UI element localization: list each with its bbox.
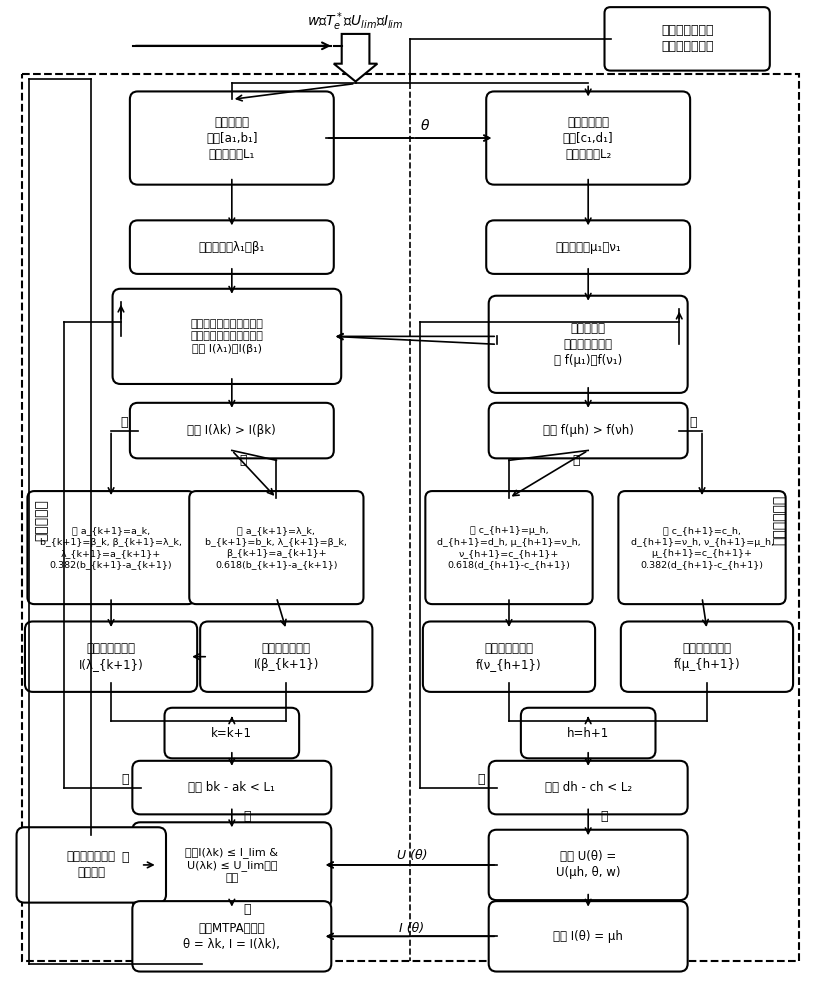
Text: h=h+1: h=h+1 [567, 727, 609, 740]
FancyBboxPatch shape [488, 901, 688, 972]
Text: 电流角初值
区间[a₁,b₁]
及精度要求L₁: 电流角初值 区间[a₁,b₁] 及精度要求L₁ [206, 116, 258, 161]
FancyBboxPatch shape [488, 830, 688, 900]
Text: 令 c_{h+1}=c_h,
d_{h+1}=ν_h, ν_{h+1}=μ_h,
μ_{h+1}=c_{h+1}+
0.382(d_{h+1}-c_{h+1}): 令 c_{h+1}=c_h, d_{h+1}=ν_h, ν_{h+1}=μ_h,… [631, 526, 773, 569]
FancyBboxPatch shape [132, 761, 332, 814]
FancyBboxPatch shape [112, 289, 342, 384]
FancyBboxPatch shape [604, 7, 770, 71]
FancyBboxPatch shape [621, 621, 793, 692]
Text: 否: 否 [122, 851, 129, 864]
Text: 输出MTPA轨迹：
θ = λk, I = I(λk),: 输出MTPA轨迹： θ = λk, I = I(λk), [183, 922, 280, 951]
Text: 判断 bk - ak < L₁: 判断 bk - ak < L₁ [188, 781, 275, 794]
Text: 否: 否 [121, 416, 128, 429]
Text: 电机非线性负载
交直轴磁链模型: 电机非线性负载 交直轴磁链模型 [661, 24, 713, 53]
FancyBboxPatch shape [200, 621, 373, 692]
FancyBboxPatch shape [25, 621, 197, 692]
Text: 计算试探点μ₁、ν₁: 计算试探点μ₁、ν₁ [555, 241, 621, 254]
Text: $w$、$T_e^*$、$U_{lim}$、$I_{lim}$: $w$、$T_e^*$、$U_{lim}$、$I_{lim}$ [307, 11, 404, 33]
Text: 是: 是 [240, 454, 247, 467]
Text: 判断 dh - ch < L₂: 判断 dh - ch < L₂ [544, 781, 631, 794]
Text: 计算目标函数值
I(λ_{k+1}): 计算目标函数值 I(λ_{k+1}) [79, 642, 144, 671]
Text: 令 c_{h+1}=μ_h,
d_{h+1}=d_h, μ_{h+1}=ν_h,
ν_{h+1}=c_{h+1}+
0.618(d_{h+1}-c_{h+1}): 令 c_{h+1}=μ_h, d_{h+1}=d_h, μ_{h+1}=ν_h,… [437, 526, 580, 569]
Text: 嵌套电流幅值迭代循环，
计算试探点对应的目标函
数值 I(λ₁)、I(β₁): 嵌套电流幅值迭代循环， 计算试探点对应的目标函 数值 I(λ₁)、I(β₁) [190, 319, 264, 354]
FancyBboxPatch shape [488, 761, 688, 814]
Text: 重新输入转矩、
转速指令: 重新输入转矩、 转速指令 [67, 850, 116, 879]
Text: 是: 是 [244, 903, 251, 916]
Text: k=k+1: k=k+1 [211, 727, 252, 740]
FancyBboxPatch shape [16, 827, 166, 903]
FancyBboxPatch shape [130, 91, 334, 185]
Text: 判断 I(λk) > I(βk): 判断 I(λk) > I(βk) [187, 424, 276, 437]
FancyBboxPatch shape [132, 901, 332, 972]
Text: I (θ): I (θ) [400, 922, 424, 935]
Text: 电流幅值初值
区间[c₁,d₁]
及精度要求L₂: 电流幅值初值 区间[c₁,d₁] 及精度要求L₂ [563, 116, 613, 161]
FancyBboxPatch shape [130, 220, 334, 274]
FancyBboxPatch shape [132, 822, 332, 908]
Text: 是: 是 [600, 810, 608, 823]
FancyBboxPatch shape [488, 403, 688, 458]
FancyBboxPatch shape [486, 220, 690, 274]
Text: 判断 f(μh) > f(νh): 判断 f(μh) > f(νh) [543, 424, 634, 437]
Text: 是: 是 [244, 810, 251, 823]
Text: 计算试探点λ₁、β₁: 计算试探点λ₁、β₁ [199, 241, 265, 254]
Text: U (θ): U (θ) [397, 849, 427, 862]
FancyBboxPatch shape [618, 491, 786, 604]
Text: 计算目标函数值
f(ν_{h+1}): 计算目标函数值 f(ν_{h+1}) [476, 642, 542, 671]
Text: 令 a_{k+1}=a_k,
b_{k+1}=β_k, β_{k+1}=λ_k,
λ_{k+1}=a_{k+1}+
0.382(b_{k+1}-a_{k+1}): 令 a_{k+1}=a_k, b_{k+1}=β_k, β_{k+1}=λ_k,… [40, 526, 182, 569]
Text: 计算 U(θ) =
U(μh, θ, w): 计算 U(θ) = U(μh, θ, w) [556, 850, 621, 879]
Text: 否: 否 [122, 773, 129, 786]
FancyBboxPatch shape [423, 621, 595, 692]
Text: 否: 否 [689, 416, 697, 429]
FancyBboxPatch shape [488, 296, 688, 393]
Polygon shape [334, 34, 378, 82]
Text: 判断I(λk) ≤ I_lim &
U(λk) ≤ U_lim是否
成立: 判断I(λk) ≤ I_lim & U(λk) ≤ U_lim是否 成立 [186, 847, 278, 883]
FancyBboxPatch shape [486, 91, 690, 185]
Text: 输出 I(θ) = μh: 输出 I(θ) = μh [553, 930, 623, 943]
Text: 电流幅值迭代: 电流幅值迭代 [773, 495, 787, 545]
FancyBboxPatch shape [27, 491, 195, 604]
FancyBboxPatch shape [164, 708, 299, 758]
Text: 电流角迭代: 电流角迭代 [34, 499, 48, 541]
FancyBboxPatch shape [190, 491, 364, 604]
FancyBboxPatch shape [521, 708, 655, 758]
Text: 计算试探点
对应的目标函数
值 f(μ₁)、f(ν₁): 计算试探点 对应的目标函数 值 f(μ₁)、f(ν₁) [554, 322, 622, 367]
Text: 计算目标函数值
I(β_{k+1}): 计算目标函数值 I(β_{k+1}) [254, 642, 319, 671]
FancyBboxPatch shape [425, 491, 593, 604]
Text: θ: θ [420, 119, 429, 133]
FancyBboxPatch shape [130, 403, 334, 458]
Text: 是: 是 [573, 454, 580, 467]
Text: 计算目标函数值
f(μ_{h+1}): 计算目标函数值 f(μ_{h+1}) [674, 642, 741, 671]
Text: 否: 否 [478, 773, 485, 786]
Text: 令 a_{k+1}=λ_k,
b_{k+1}=b_k, λ_{k+1}=β_k,
β_{k+1}=a_{k+1}+
0.618(b_{k+1}-a_{k+1}): 令 a_{k+1}=λ_k, b_{k+1}=b_k, λ_{k+1}=β_k,… [205, 526, 347, 569]
